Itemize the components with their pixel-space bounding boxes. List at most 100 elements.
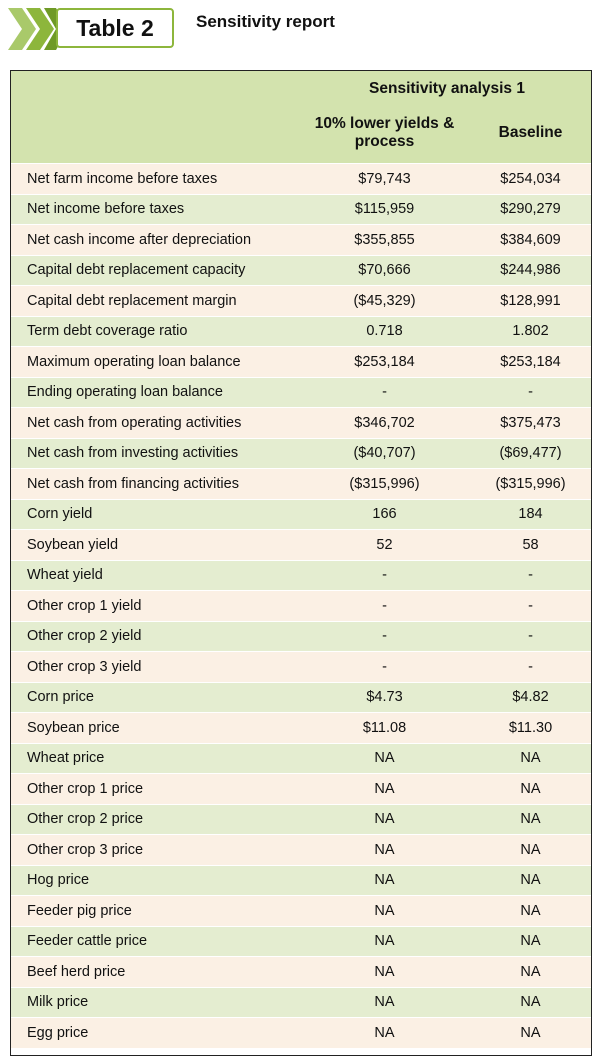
scenario-value: ($40,707) <box>301 437 468 469</box>
row-label: Wheat yield <box>11 559 301 591</box>
row-label: Term debt coverage ratio <box>11 315 301 347</box>
table-row: Other crop 1 yield - - <box>11 590 591 621</box>
baseline-value: $290,279 <box>468 193 591 225</box>
table-row: Other crop 2 price NA NA <box>11 803 591 835</box>
scenario-value: 52 <box>301 529 468 560</box>
row-label: Other crop 2 yield <box>11 620 301 652</box>
baseline-value: - <box>468 376 591 408</box>
row-label: Feeder cattle price <box>11 925 301 957</box>
table-row: Net cash income after depreciation $355,8… <box>11 224 591 255</box>
sensitivity-table: Sensitivity analysis 1 10% lower yields … <box>10 70 592 1056</box>
row-label: Net cash from operating activities <box>11 407 301 438</box>
baseline-value: NA <box>468 956 591 987</box>
row-label: Wheat price <box>11 742 301 774</box>
baseline-value: - <box>468 590 591 621</box>
table-row: Capital debt replacement margin ($45,329)… <box>11 285 591 316</box>
table-body: Net farm income before taxes $79,743 $254,… <box>11 163 591 1048</box>
baseline-value: NA <box>468 742 591 774</box>
row-label: Egg price <box>11 1017 301 1048</box>
table-row: Corn price $4.73 $4.82 <box>11 681 591 713</box>
column-header-baseline: Baseline <box>468 107 591 164</box>
table-row: Net income before taxes $115,959 $290,279 <box>11 193 591 225</box>
table-row: Milk price NA NA <box>11 986 591 1018</box>
table-row: Hog price NA NA <box>11 864 591 896</box>
scenario-value: $4.73 <box>301 681 468 713</box>
row-label: Soybean yield <box>11 529 301 560</box>
scenario-value: $79,743 <box>301 163 468 194</box>
scenario-value: ($315,996) <box>301 468 468 499</box>
scenario-value: $355,855 <box>301 224 468 255</box>
table-row: Other crop 3 price NA NA <box>11 834 591 865</box>
baseline-value: - <box>468 651 591 682</box>
row-label: Feeder pig price <box>11 895 301 926</box>
row-label: Milk price <box>11 986 301 1018</box>
baseline-value: NA <box>468 925 591 957</box>
row-label: Ending operating loan balance <box>11 376 301 408</box>
row-label: Hog price <box>11 864 301 896</box>
scenario-value: NA <box>301 986 468 1018</box>
row-label: Net cash from financing activities <box>11 468 301 499</box>
header-blank <box>11 71 301 107</box>
table-row: Net cash from investing activities ($40,7… <box>11 437 591 469</box>
scenario-value: NA <box>301 773 468 804</box>
scenario-value: $115,959 <box>301 193 468 225</box>
baseline-value: NA <box>468 803 591 835</box>
baseline-value: $254,034 <box>468 163 591 194</box>
table-row: Net cash from operating activities $346,7… <box>11 407 591 438</box>
baseline-value: $244,986 <box>468 254 591 286</box>
scenario-value: - <box>301 620 468 652</box>
scenario-value: NA <box>301 834 468 865</box>
baseline-value: NA <box>468 773 591 804</box>
scenario-value: 0.718 <box>301 315 468 347</box>
baseline-value: NA <box>468 895 591 926</box>
table-row: Soybean price $11.08 $11.30 <box>11 712 591 743</box>
baseline-value: ($315,996) <box>468 468 591 499</box>
header: Table 2 Sensitivity report <box>0 0 600 58</box>
scenario-value: $70,666 <box>301 254 468 286</box>
scenario-value: - <box>301 376 468 408</box>
column-header-label <box>11 107 301 164</box>
table-row: Ending operating loan balance - - <box>11 376 591 408</box>
baseline-value: 184 <box>468 498 591 530</box>
scenario-value: $346,702 <box>301 407 468 438</box>
table-row: Net farm income before taxes $79,743 $254,… <box>11 163 591 194</box>
row-label: Capital debt replacement capacity <box>11 254 301 286</box>
row-label: Corn yield <box>11 498 301 530</box>
row-label: Soybean price <box>11 712 301 743</box>
baseline-value: 58 <box>468 529 591 560</box>
table-row: Egg price NA NA <box>11 1017 591 1048</box>
table-row: Wheat price NA NA <box>11 742 591 774</box>
scenario-value: ($45,329) <box>301 285 468 316</box>
baseline-value: - <box>468 559 591 591</box>
report-title: Sensitivity report <box>196 12 335 31</box>
table-row: Capital debt replacement capacity $70,666… <box>11 254 591 286</box>
baseline-value: $253,184 <box>468 346 591 377</box>
row-label: Other crop 3 yield <box>11 651 301 682</box>
table-row: Soybean yield 52 58 <box>11 529 591 560</box>
scenario-value: NA <box>301 956 468 987</box>
scenario-value: NA <box>301 895 468 926</box>
baseline-value: NA <box>468 864 591 896</box>
row-label: Net income before taxes <box>11 193 301 225</box>
table-row: Wheat yield - - <box>11 559 591 591</box>
row-label: Net cash from investing activities <box>11 437 301 469</box>
row-label: Net farm income before taxes <box>11 163 301 194</box>
row-label: Net cash income after depreciation <box>11 224 301 255</box>
baseline-value: NA <box>468 986 591 1018</box>
scenario-value: $11.08 <box>301 712 468 743</box>
scenario-value: - <box>301 590 468 621</box>
scenario-value: NA <box>301 1017 468 1048</box>
scenario-value: NA <box>301 925 468 957</box>
baseline-value: $384,609 <box>468 224 591 255</box>
row-label: Other crop 2 price <box>11 803 301 835</box>
scenario-value: NA <box>301 742 468 774</box>
table-number-tag: Table 2 <box>56 8 174 48</box>
baseline-value: 1.802 <box>468 315 591 347</box>
scenario-value: - <box>301 559 468 591</box>
row-label: Other crop 1 price <box>11 773 301 804</box>
baseline-value: - <box>468 620 591 652</box>
table-row: Net cash from financing activities ($315,… <box>11 468 591 499</box>
table-row: Term debt coverage ratio 0.718 1.802 <box>11 315 591 347</box>
baseline-value: NA <box>468 1017 591 1048</box>
table-row: Feeder cattle price NA NA <box>11 925 591 957</box>
